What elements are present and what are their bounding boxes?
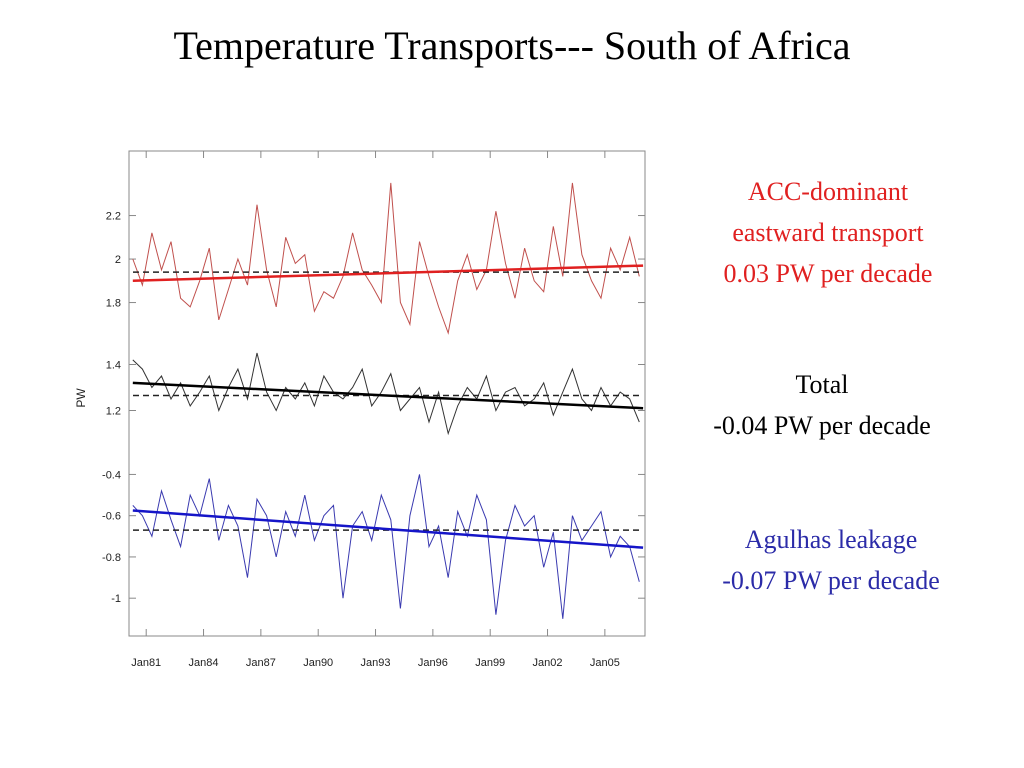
x-tick-label: Jan84 (189, 657, 219, 669)
annotation-total-line-1: Total (795, 370, 849, 399)
trend-line (132, 264, 644, 283)
series-line (132, 352, 640, 436)
y-tick-label: -0.8 (102, 552, 121, 564)
x-tick-label: Jan81 (131, 657, 161, 669)
annotation-total-line-2: -0.04 PW per decade (713, 411, 931, 440)
series-line (132, 474, 640, 619)
annotation-acc-line-1: ACC-dominant (747, 177, 909, 206)
slide-title: Temperature Transports--- South of Afric… (173, 23, 851, 68)
series-layer (132, 182, 644, 619)
x-tick-label: Jan90 (303, 657, 333, 669)
annotation-total: Total -0.04 PW per decade (662, 364, 982, 446)
y-tick-label: -0.4 (102, 469, 121, 481)
y-axis-title: PW (74, 388, 88, 408)
y-tick-label: -1 (111, 593, 121, 605)
series-2 (132, 474, 644, 619)
annotation-agulhas-line-1: Agulhas leakage (744, 525, 918, 554)
annotation-acc-line-3: 0.03 PW per decade (723, 259, 933, 288)
plot-frame (128, 150, 646, 637)
annotation-acc-line-2: eastward transport (732, 218, 924, 247)
annotation-acc: ACC-dominant eastward transport 0.03 PW … (668, 171, 988, 294)
y-tick-label: 2 (115, 254, 121, 266)
x-tick-label: Jan87 (246, 657, 276, 669)
trend-line (132, 381, 644, 410)
y-tick-label: 1.2 (106, 406, 121, 418)
series-line (132, 182, 640, 335)
trend-line (132, 509, 644, 549)
annotation-agulhas-line-2: -0.07 PW per decade (722, 566, 940, 595)
x-tick-label: Jan99 (475, 657, 505, 669)
x-tick-label: Jan05 (590, 657, 620, 669)
y-tick-label: -0.6 (102, 511, 121, 523)
y-tick-label: 1.8 (106, 298, 121, 310)
y-tick-label: 2.2 (106, 211, 121, 223)
y-tick-label: 1.4 (106, 360, 121, 372)
annotation-agulhas: Agulhas leakage -0.07 PW per decade (671, 519, 991, 601)
series-0 (132, 182, 644, 335)
series-1 (132, 352, 644, 436)
x-tick-label: Jan93 (361, 657, 391, 669)
x-tick-label: Jan96 (418, 657, 448, 669)
x-tick-label: Jan02 (533, 657, 563, 669)
tick-layer: Jan81 Jan84 Jan87 Jan90 Jan93 Jan96 Jan99 Jan02… (102, 151, 645, 669)
